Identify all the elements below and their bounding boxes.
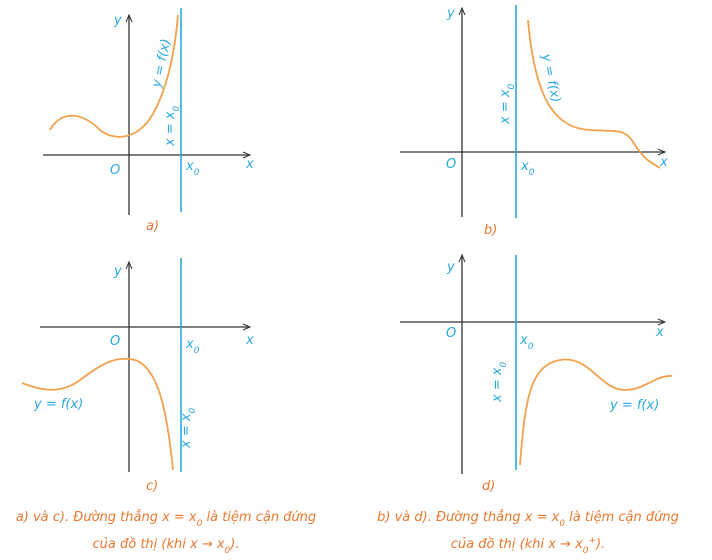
origin-label: O	[110, 163, 120, 178]
x0-label: x0	[185, 337, 200, 356]
asymptote-label-part: 0	[188, 407, 198, 413]
caption-line-part: của đồ thị (khi x → x	[93, 537, 225, 552]
panel-label: b)	[484, 223, 497, 238]
y-arrow	[125, 13, 133, 23]
origin-label-part: O	[110, 163, 120, 178]
curve	[21, 357, 174, 471]
y-axis-label: y	[113, 13, 122, 28]
asymptote-label-part: x = x	[490, 367, 505, 403]
caption-line-part: b) và d). Đường thẳng x = x	[377, 510, 560, 525]
y-axis-label-part: y	[446, 6, 455, 21]
panel-label: c)	[146, 479, 158, 494]
asymptote-label-part: 0	[499, 361, 509, 367]
x0-label-part: x	[519, 333, 528, 348]
caption-line: của đồ thị (khi x → x0+).	[451, 536, 606, 556]
x-axis-label: x	[245, 157, 254, 172]
x0-label-part: x	[520, 159, 529, 174]
panel-label: a)	[146, 219, 159, 234]
curve	[49, 14, 179, 138]
x-axis-label-part: x	[245, 157, 254, 172]
x-arrow	[242, 323, 252, 331]
x0-label-part: 0	[529, 168, 535, 178]
curve-label: y = f(x)	[609, 398, 659, 413]
curve-label-part: y = f(x)	[538, 52, 563, 104]
origin-label-part: O	[446, 326, 456, 341]
curve-label-part: y = f(x)	[609, 398, 659, 413]
curve-label: y = f(x)	[538, 52, 563, 104]
y-axis-label-part: y	[113, 13, 122, 28]
caption-line-part: 0	[559, 519, 565, 529]
asymptote-label-part: x = x	[163, 111, 178, 147]
asymptote-label: x = x0	[163, 105, 182, 147]
x-axis-label-part: x	[655, 325, 664, 340]
y-axis-label: y	[446, 6, 455, 21]
origin-label: O	[110, 334, 120, 349]
asymptote-label: x = x0	[498, 83, 517, 125]
y-axis-label-part: y	[446, 260, 455, 275]
y-axis-label-part: y	[113, 264, 122, 279]
curve-label: y = f(x)	[33, 397, 83, 412]
x-axis-label-part: x	[659, 155, 668, 170]
curve-label-part: y = f(x)	[33, 397, 83, 412]
curve	[519, 358, 673, 466]
x-axis-label-part: x	[245, 333, 254, 348]
asymptote-label: x = x0	[490, 361, 509, 403]
caption-line-part: của đồ thị (khi x → x	[451, 537, 583, 552]
curve	[527, 19, 661, 169]
caption-line-part: ).	[229, 537, 239, 552]
x0-label-part: x	[185, 337, 194, 352]
y-axis-label: y	[446, 260, 455, 275]
x0-label: x0	[185, 159, 200, 178]
origin-label-part: O	[110, 334, 120, 349]
asymptote-label-part: x = x	[498, 89, 513, 125]
asymptote-label-part: 0	[172, 105, 182, 111]
caption-line-part: 0	[225, 546, 231, 556]
asymptote-label: x = x0	[179, 407, 198, 449]
x-arrow	[657, 318, 667, 326]
origin-label: O	[446, 157, 456, 172]
y-arrow	[458, 253, 466, 263]
panel-label-part: c)	[146, 479, 158, 494]
caption-line-part: 0	[197, 519, 203, 529]
x-arrow	[657, 148, 667, 156]
x-axis-label: x	[655, 325, 664, 340]
x0-label-part: x	[185, 159, 194, 174]
y-arrow	[458, 6, 466, 16]
asymptote-label-part: 0	[507, 83, 517, 89]
x0-label: x0	[520, 159, 535, 178]
panel-label-part: b)	[484, 223, 497, 238]
caption-line: của đồ thị (khi x → x0).	[93, 537, 240, 556]
origin-label: O	[446, 326, 456, 341]
caption-line: a) và c). Đường thẳng x = x0 là tiệm cận…	[16, 510, 316, 529]
x-axis-label: x	[659, 155, 668, 170]
y-axis-label: y	[113, 264, 122, 279]
caption-line: b) và d). Đường thẳng x = x0 là tiệm cận…	[377, 510, 679, 529]
panel-label-part: a)	[146, 219, 159, 234]
x-arrow	[242, 151, 252, 159]
caption-line-part: a) và c). Đường thẳng x = x	[16, 510, 197, 525]
x0-label-part: 0	[194, 168, 200, 178]
x-axis-label: x	[245, 333, 254, 348]
caption-line-part: là tiệm cận đứng	[565, 510, 679, 525]
origin-label-part: O	[446, 157, 456, 172]
panel-label-part: d)	[482, 479, 495, 494]
x0-label-part: 0	[194, 346, 200, 356]
caption-line-part: ).	[595, 537, 605, 552]
caption-line-part: là tiệm cận đứng	[202, 510, 316, 525]
asymptote-label-part: x = x	[179, 413, 194, 449]
y-arrow	[125, 260, 133, 270]
x0-label-part: 0	[528, 342, 534, 352]
x0-label: x0	[519, 333, 534, 352]
caption-line-part: +	[589, 536, 597, 546]
panel-label: d)	[482, 479, 495, 494]
caption-line-part: 0	[583, 546, 589, 556]
